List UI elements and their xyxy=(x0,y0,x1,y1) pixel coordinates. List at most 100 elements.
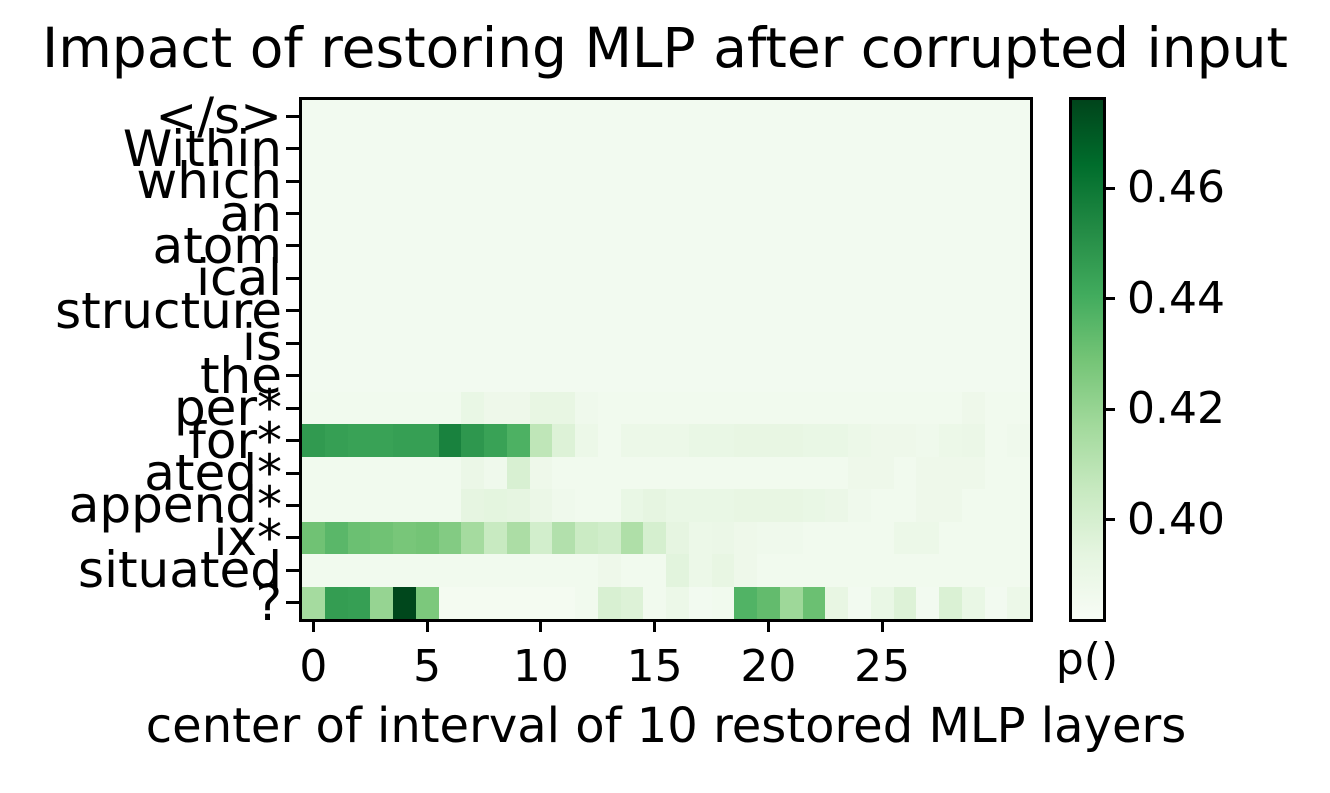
heatmap-cell xyxy=(711,100,735,134)
heatmap-cell xyxy=(461,262,485,296)
x-tick-label: 5 xyxy=(413,641,442,692)
heatmap-cell xyxy=(848,197,872,231)
heatmap-cell xyxy=(347,554,371,588)
heatmap-cell xyxy=(415,100,440,134)
heatmap-cell xyxy=(802,229,826,263)
heatmap-cell xyxy=(324,456,349,490)
chart-title: Impact of restoring MLP after corrupted … xyxy=(42,16,1288,80)
heatmap-cell xyxy=(438,554,462,588)
heatmap-cell xyxy=(802,489,826,523)
y-tick-label: situated xyxy=(78,541,282,600)
heatmap-cell xyxy=(825,327,849,361)
heatmap-cell xyxy=(779,164,804,198)
x-tick-mark xyxy=(766,619,770,632)
heatmap-cell xyxy=(552,100,576,134)
heatmap-cell xyxy=(825,262,849,296)
heatmap-cell xyxy=(575,197,599,231)
heatmap-cell xyxy=(370,424,394,458)
heatmap-cell xyxy=(757,164,781,198)
colorbar-border xyxy=(1069,97,1106,622)
heatmap-cell xyxy=(529,554,553,588)
heatmap-cell xyxy=(484,521,508,555)
heatmap-cell xyxy=(779,197,804,231)
heatmap-cell xyxy=(347,424,371,458)
x-axis-label: center of interval of 10 restored MLP la… xyxy=(145,698,1187,754)
heatmap-cell xyxy=(1007,586,1031,620)
heatmap-cell xyxy=(370,100,394,134)
heatmap-cell xyxy=(870,229,895,263)
heatmap-cell xyxy=(734,554,758,588)
heatmap-cell xyxy=(552,489,576,523)
colorbar-tick-mark xyxy=(1103,186,1115,190)
heatmap-cell xyxy=(461,586,485,620)
heatmap-cell xyxy=(620,391,644,426)
heatmap-cell xyxy=(848,424,872,458)
heatmap-cell xyxy=(757,586,781,620)
heatmap-cell xyxy=(802,132,826,166)
heatmap-cell xyxy=(552,197,576,231)
heatmap-cell xyxy=(575,164,599,198)
x-tick-mark xyxy=(311,619,315,632)
heatmap-cell xyxy=(688,359,713,393)
heatmap-cell xyxy=(939,229,963,263)
heatmap-cell xyxy=(461,229,485,263)
heatmap-cell xyxy=(461,359,485,393)
heatmap-cell xyxy=(802,197,826,231)
heatmap-cell xyxy=(802,294,826,328)
heatmap-cell xyxy=(506,132,531,166)
heatmap-cell xyxy=(711,489,735,523)
heatmap-cell xyxy=(529,229,553,263)
heatmap-cell xyxy=(893,554,917,588)
heatmap-cell xyxy=(688,262,713,296)
heatmap-cell xyxy=(825,391,849,426)
heatmap-cell xyxy=(984,327,1008,361)
heatmap-cell xyxy=(984,197,1008,231)
heatmap-cell xyxy=(802,521,826,555)
heatmap-cell xyxy=(620,359,644,393)
heatmap-cell xyxy=(825,586,849,620)
heatmap-cell xyxy=(597,359,622,393)
heatmap-cell xyxy=(484,229,508,263)
heatmap-cell xyxy=(688,100,713,134)
heatmap-cell xyxy=(870,100,895,134)
heatmap-cell xyxy=(393,164,417,198)
y-tick-mark xyxy=(286,244,299,248)
heatmap-cell xyxy=(870,359,895,393)
heatmap-cell xyxy=(802,391,826,426)
heatmap-cell xyxy=(711,294,735,328)
heatmap-cell xyxy=(347,132,371,166)
heatmap-cell xyxy=(620,424,644,458)
heatmap-cell xyxy=(552,554,576,588)
colorbar-gradient xyxy=(1072,100,1103,619)
heatmap-cell xyxy=(302,164,326,198)
heatmap-cell xyxy=(939,489,963,523)
heatmap-cell xyxy=(916,164,940,198)
heatmap-cell xyxy=(825,229,849,263)
heatmap-cell xyxy=(370,391,394,426)
heatmap-cell xyxy=(961,294,986,328)
heatmap-cell xyxy=(438,424,462,458)
heatmap-cell xyxy=(415,229,440,263)
heatmap-cell xyxy=(643,391,667,426)
heatmap-cell xyxy=(961,100,986,134)
heatmap-cell xyxy=(688,554,713,588)
heatmap-cell xyxy=(939,100,963,134)
heatmap-cell xyxy=(552,359,576,393)
heatmap-cell xyxy=(984,521,1008,555)
heatmap-cell xyxy=(666,327,690,361)
heatmap-cell xyxy=(324,489,349,523)
heatmap-cell xyxy=(779,359,804,393)
heatmap-cell xyxy=(529,100,553,134)
y-tick-label: ated* xyxy=(144,444,282,503)
heatmap-cell xyxy=(461,391,485,426)
heatmap-cell xyxy=(939,132,963,166)
heatmap-cell xyxy=(552,262,576,296)
colorbar-tick-label: 0.44 xyxy=(1127,272,1225,324)
heatmap-cell xyxy=(484,456,508,490)
heatmap-cell xyxy=(802,424,826,458)
heatmap-cell xyxy=(302,554,326,588)
heatmap-cell xyxy=(620,456,644,490)
colorbar-tick-mark xyxy=(1103,297,1115,301)
heatmap-cell xyxy=(484,164,508,198)
